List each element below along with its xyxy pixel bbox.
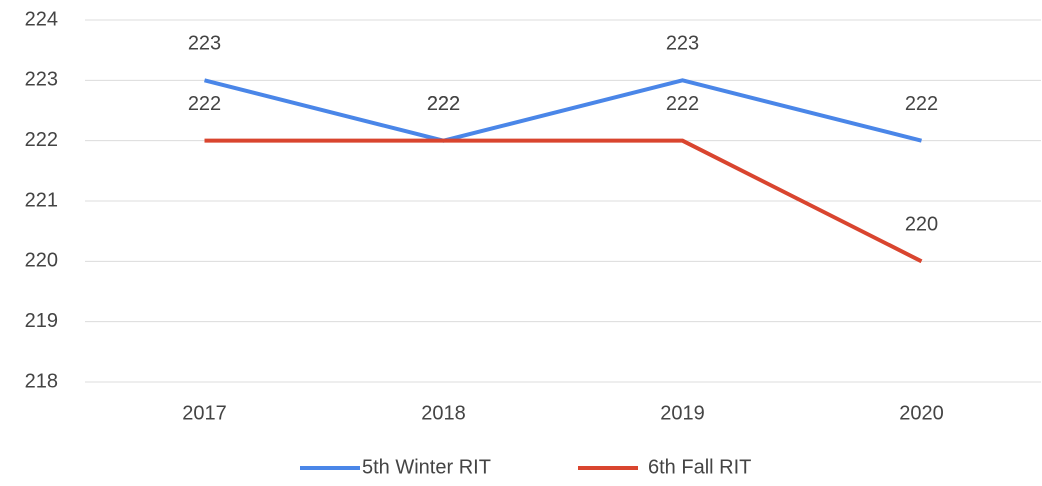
data-label: 223 — [188, 33, 221, 55]
y-tick-label: 220 — [25, 250, 58, 272]
data-label: 223 — [666, 33, 699, 55]
y-tick-label: 223 — [25, 69, 58, 91]
y-tick-label: 219 — [25, 310, 58, 332]
series-line — [204, 78, 922, 143]
y-tick-label: 218 — [25, 370, 58, 392]
x-tick-label: 2017 — [182, 402, 227, 424]
legend-label: 5th Winter RIT — [362, 456, 491, 478]
series-line — [204, 138, 923, 264]
data-label: 222 — [427, 93, 460, 115]
y-tick-label: 224 — [25, 8, 58, 30]
y-tick-label: 221 — [25, 189, 58, 211]
x-tick-label: 2020 — [899, 402, 944, 424]
x-tick-label: 2019 — [660, 402, 705, 424]
x-tick-label: 2018 — [421, 402, 466, 424]
y-tick-label: 222 — [25, 129, 58, 151]
legend-label: 6th Fall RIT — [648, 456, 751, 478]
data-label: 222 — [427, 93, 460, 115]
data-label: 222 — [905, 93, 938, 115]
data-label: 222 — [666, 93, 699, 115]
data-label: 220 — [905, 214, 938, 236]
data-label: 222 — [188, 93, 221, 115]
